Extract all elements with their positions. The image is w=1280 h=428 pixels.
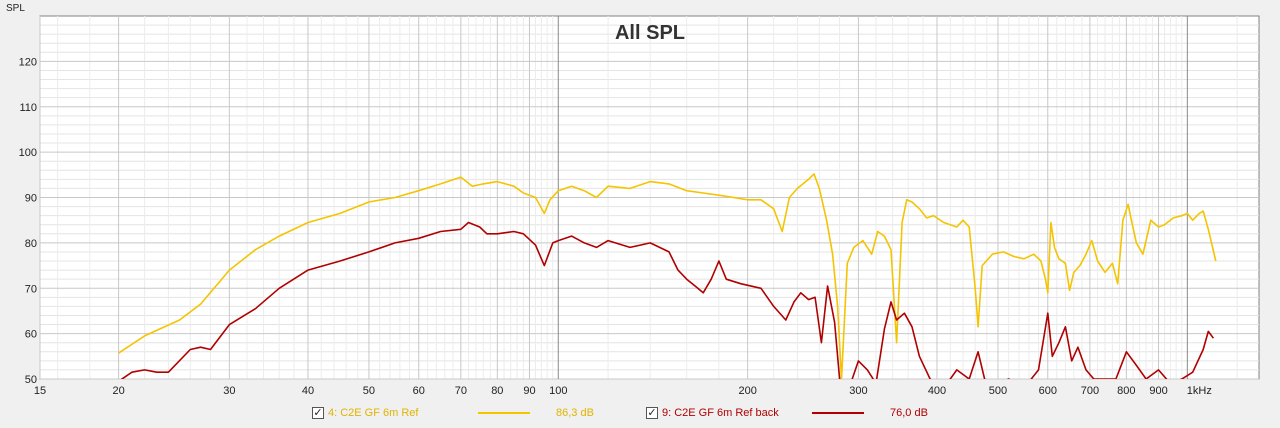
x-tick-label: 1kHz	[1187, 385, 1212, 397]
legend-item-series-2[interactable]: ✓ 9: C2E GF 6m Ref back 76,0 dB	[646, 404, 928, 422]
x-tick-label: 50	[363, 385, 375, 397]
spl-chart-svg: 50 60 70 80 90 100 110 120 15 20 30 40 50 60 70 80 90 100…	[6, 3, 1260, 397]
y-tick-label: 120	[19, 56, 37, 68]
y-tick-label: 110	[19, 102, 37, 114]
legend-label-series-2: 9: C2E GF 6m Ref back	[662, 407, 779, 419]
y-tick-label: 100	[19, 147, 37, 159]
x-tick-label: 200	[738, 385, 756, 397]
series-line-1	[118, 173, 1217, 379]
legend-item-series-1[interactable]: ✓ 4: C2E GF 6m Ref 86,3 dB	[312, 404, 594, 422]
x-tick-label: 800	[1117, 385, 1135, 397]
y-tick-label: 60	[25, 329, 37, 341]
legend-swatch-series-2	[812, 412, 864, 414]
x-tick-label: 900	[1149, 385, 1167, 397]
x-tick-label: 15	[34, 385, 46, 397]
x-tick-label: 300	[849, 385, 867, 397]
x-tick-label: 700	[1081, 385, 1099, 397]
legend-checkbox-series-1[interactable]: ✓	[312, 406, 324, 419]
x-tick-label: 600	[1039, 385, 1057, 397]
spl-chart: 50 60 70 80 90 100 110 120 15 20 30 40 50 60 70 80 90 100…	[6, 3, 1260, 397]
x-tick-label: 70	[455, 385, 467, 397]
legend-label-series-1: 4: C2E GF 6m Ref	[328, 407, 419, 419]
x-tick-label: 90	[523, 385, 535, 397]
legend-value-series-2: 76,0 dB	[890, 407, 928, 419]
x-tick-label: 40	[302, 385, 314, 397]
legend-checkbox-series-2[interactable]: ✓	[646, 406, 658, 419]
legend-swatch-series-1	[478, 412, 530, 414]
x-tick-label: 80	[491, 385, 503, 397]
x-tick-label: 20	[112, 385, 124, 397]
y-tick-label: 70	[25, 283, 37, 295]
y-tick-label: 50	[25, 374, 37, 386]
y-tick-label: 80	[25, 238, 37, 250]
x-tick-label: 60	[413, 385, 425, 397]
legend-value-series-1: 86,3 dB	[556, 407, 594, 419]
series-line-2	[120, 221, 1215, 379]
x-tick-label: 500	[989, 385, 1007, 397]
x-tick-label: 30	[223, 385, 235, 397]
x-tick-label: 400	[928, 385, 946, 397]
chart-title: All SPL	[615, 22, 685, 44]
y-tick-label: 90	[25, 193, 37, 205]
x-tick-label: 100	[549, 385, 567, 397]
y-axis-label: SPL	[6, 3, 25, 14]
